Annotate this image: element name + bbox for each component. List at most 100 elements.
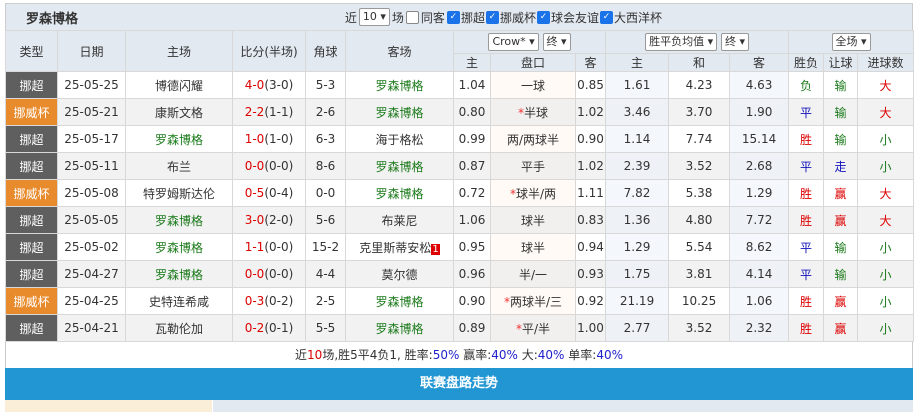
period-select[interactable]: 全场 ▾ — [831, 33, 871, 51]
home-team[interactable]: 罗森博格 — [125, 206, 233, 234]
home-team[interactable]: 特罗姆斯达伦 — [125, 179, 233, 207]
away-team[interactable]: 海于格松 — [345, 125, 454, 153]
star-mark: * — [509, 186, 516, 201]
league-label: 挪超 — [460, 10, 485, 25]
odds-away: 1.06 — [729, 287, 790, 315]
home-team[interactable]: 罗森博格 — [125, 233, 233, 261]
league-type[interactable]: 挪超 — [5, 233, 58, 261]
away-team[interactable]: 罗森博格 — [345, 71, 454, 99]
away-team-name: 布莱尼 — [381, 213, 418, 228]
score[interactable]: 3-0(2-0) — [232, 206, 306, 234]
match-count-select[interactable]: 10 ▾ — [358, 8, 390, 26]
away-team-name: 罗森博格 — [375, 159, 424, 174]
away-team-name: 莫尔德 — [381, 267, 418, 282]
away-team[interactable]: 罗森博格 — [345, 179, 454, 207]
away-team[interactable]: 布莱尼 — [345, 206, 454, 234]
home-team[interactable]: 布兰 — [125, 152, 233, 180]
league-type[interactable]: 挪超 — [5, 125, 58, 153]
col-away: 客场 — [345, 30, 454, 72]
away-team-name: 罗森博格 — [375, 78, 424, 93]
score[interactable]: 0-0(0-0) — [232, 260, 306, 288]
league-type[interactable]: 挪超 — [5, 152, 58, 180]
league-checkbox[interactable]: ✓ — [446, 10, 460, 24]
goals-result: 小 — [857, 287, 915, 315]
league-checkbox[interactable]: ✓ — [536, 10, 550, 24]
home-water: 0.96 — [453, 260, 491, 288]
subcol: 主 — [605, 53, 670, 72]
away-water: 0.85 — [574, 71, 607, 99]
half-time-score: (1-0) — [264, 132, 294, 146]
period-value: 全场 — [835, 35, 858, 48]
full-time-score: 4-0 — [244, 78, 265, 92]
half-time-score: (0-0) — [264, 159, 294, 173]
away-team[interactable]: 罗森博格 — [345, 287, 454, 315]
league-trend-header[interactable]: 联赛盘路走势 — [5, 368, 913, 400]
home-team[interactable]: 史特连希咸 — [125, 287, 233, 315]
handicap-line: *半球 — [490, 98, 576, 126]
home-water: 0.99 — [453, 125, 491, 153]
score[interactable]: 1-1(0-0) — [232, 233, 306, 261]
odds-home: 1.61 — [605, 71, 670, 99]
away-team[interactable]: 莫尔德 — [345, 260, 454, 288]
panel-header: 罗森博格 近 10 ▾ 场 同客 ✓ 挪超 ✓ 挪威杯 ✓ 球会友谊 ✓ 大西洋杯 — [5, 4, 913, 30]
odds-away: 1.90 — [729, 98, 790, 126]
result: 胜 — [788, 206, 825, 234]
league-checkbox[interactable]: ✓ — [485, 10, 499, 24]
summary-text: 场,胜5平4负1, 胜率: — [322, 348, 433, 362]
subcol: 主 — [453, 53, 491, 72]
league-type[interactable]: 挪威杯 — [5, 179, 58, 207]
full-time-score: 3-0 — [244, 213, 265, 227]
away-water: 1.02 — [574, 152, 607, 180]
company-value: Crow* — [492, 35, 526, 48]
home-team[interactable]: 罗森博格 — [125, 125, 233, 153]
company-select[interactable]: Crow* ▾ — [488, 33, 539, 51]
home-water: 0.95 — [453, 233, 491, 261]
odds-away: 2.68 — [729, 152, 790, 180]
unit-label: 场 — [391, 10, 404, 25]
league-type[interactable]: 挪超 — [5, 314, 58, 342]
home-team[interactable]: 罗森博格 — [125, 260, 233, 288]
league-type[interactable]: 挪超 — [5, 206, 58, 234]
col-score: 比分(半场) — [232, 30, 306, 72]
half-time-score: (0-0) — [264, 240, 294, 254]
odds-draw: 5.54 — [668, 233, 731, 261]
handicap-value: 球半 — [520, 213, 545, 228]
red-card-badge: 1 — [431, 243, 440, 255]
result: 胜 — [788, 179, 825, 207]
handicap-final-select[interactable]: 终 ▾ — [542, 33, 571, 51]
handicap-line: 球半 — [490, 233, 576, 261]
full-time-score: 0-0 — [244, 159, 265, 173]
score[interactable]: 0-5(0-4) — [232, 179, 306, 207]
score[interactable]: 2-2(1-1) — [232, 98, 306, 126]
odds-home: 7.82 — [605, 179, 670, 207]
away-team[interactable]: 罗森博格 — [345, 152, 454, 180]
league-type[interactable]: 挪威杯 — [5, 287, 58, 315]
handicap-value: 半/一 — [518, 267, 548, 282]
score[interactable]: 4-0(3-0) — [232, 71, 306, 99]
home-team[interactable]: 康斯文格 — [125, 98, 233, 126]
odds-away: 7.72 — [729, 206, 790, 234]
score[interactable]: 0-2(0-1) — [232, 314, 306, 342]
league-type[interactable]: 挪威杯 — [5, 98, 58, 126]
away-team[interactable]: 克里斯蒂安松1 — [345, 233, 454, 261]
league-checkbox[interactable]: ✓ — [599, 10, 613, 24]
score[interactable]: 0-0(0-0) — [232, 152, 306, 180]
handicap-result: 输 — [823, 233, 859, 261]
summary-text: 近 — [295, 348, 308, 362]
score[interactable]: 0-3(0-2) — [232, 287, 306, 315]
odds-final-select[interactable]: 终 ▾ — [720, 33, 749, 51]
away-team-name: 海于格松 — [375, 132, 424, 147]
match-date: 25-04-21 — [57, 314, 126, 342]
away-team[interactable]: 罗森博格 — [345, 98, 454, 126]
odds-type-select[interactable]: 胜平负均值 ▾ — [645, 33, 718, 51]
league-type[interactable]: 挪超 — [5, 260, 58, 288]
score[interactable]: 1-0(1-0) — [232, 125, 306, 153]
home-team[interactable]: 瓦勒伦加 — [125, 314, 233, 342]
same-venue-checkbox[interactable] — [405, 10, 419, 24]
league-type[interactable]: 挪超 — [5, 71, 58, 99]
table-row: 挪超 25-05-17 罗森博格 1-0(1-0) 6-3 海于格松 0.99 … — [5, 125, 915, 153]
home-team[interactable]: 博德闪耀 — [125, 71, 233, 99]
result: 平 — [788, 98, 825, 126]
away-team[interactable]: 罗森博格 — [345, 314, 454, 342]
goals-result: 小 — [857, 125, 915, 153]
